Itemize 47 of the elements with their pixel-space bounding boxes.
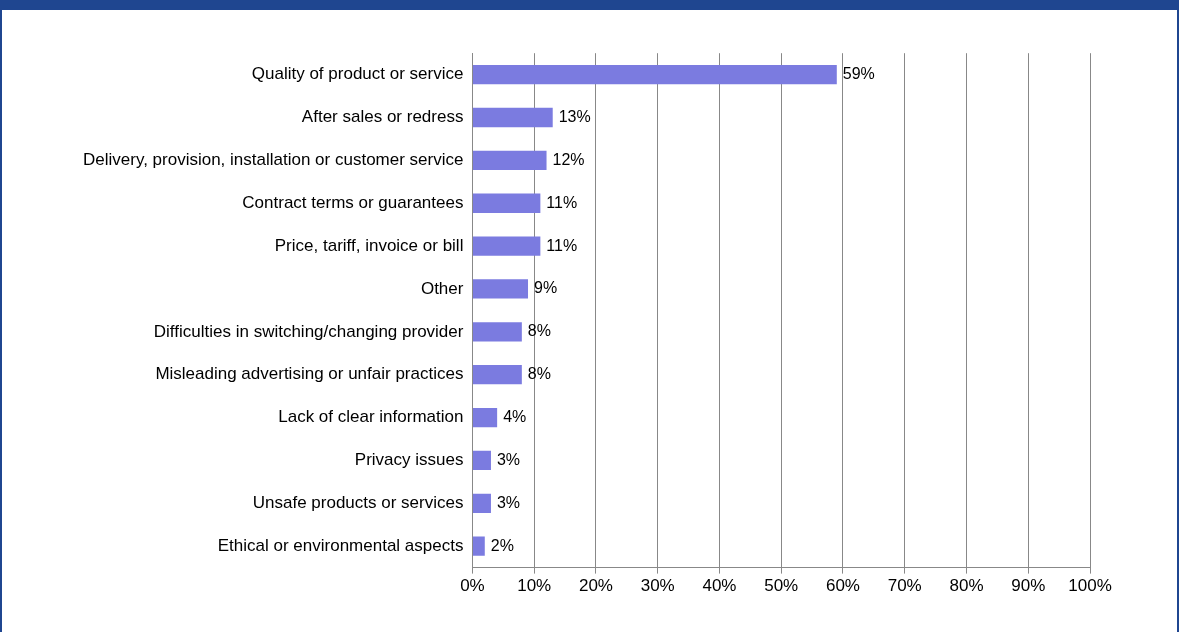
bar <box>472 536 485 556</box>
bar <box>472 322 522 342</box>
y-tick-label: After sales or redress <box>301 107 464 127</box>
data-label: 11% <box>546 236 578 254</box>
bar <box>472 107 553 128</box>
y-tick-label: Lack of clear information <box>278 407 464 427</box>
y-tick-label: Difficulties in switching/changing provider <box>153 321 464 341</box>
x-tick-label: 90% <box>1011 576 1046 596</box>
y-tick-label: Unsafe products or services <box>252 492 464 512</box>
x-tick-label: 30% <box>640 576 675 596</box>
data-label: 8% <box>527 365 551 383</box>
bar <box>472 365 522 385</box>
x-tick-label: 70% <box>887 576 922 596</box>
bar <box>472 64 837 85</box>
y-tick-label: Privacy issues <box>354 450 464 470</box>
y-tick-label: Delivery, provision, installation or customer service <box>83 150 464 170</box>
x-tick-label: 10% <box>517 576 552 596</box>
data-label: 8% <box>527 322 551 340</box>
data-label: 2% <box>490 536 514 554</box>
x-tick-label: 100% <box>1068 576 1112 596</box>
bar <box>472 450 491 471</box>
x-tick-label: 50% <box>764 576 799 596</box>
x-tick-label: 20% <box>578 576 613 596</box>
bar <box>472 236 541 256</box>
data-label: 59% <box>842 65 875 83</box>
x-tick-label: 60% <box>825 576 860 596</box>
y-tick-label: Misleading advertising or unfair practices <box>155 364 464 384</box>
y-tick-label: Contract terms or guarantees <box>242 192 464 212</box>
data-label: 4% <box>503 407 527 425</box>
bar <box>472 407 498 428</box>
x-tick-label: 40% <box>702 576 737 596</box>
x-tick-label: 80% <box>949 576 984 596</box>
x-tick-label: 0% <box>460 576 485 596</box>
y-tick-label: Quality of product or service <box>251 64 464 84</box>
bar <box>472 150 547 171</box>
data-label: 11% <box>546 193 578 211</box>
bar <box>472 193 541 213</box>
y-tick-label: Price, tariff, invoice or bill <box>274 235 464 255</box>
y-tick-label: Ethical or environmental aspects <box>217 535 464 555</box>
bar <box>472 279 529 299</box>
y-tick-label: Other <box>420 278 464 298</box>
bar <box>472 493 491 513</box>
data-label: 3% <box>496 493 521 511</box>
data-label: 3% <box>496 450 521 468</box>
data-label: 12% <box>552 150 585 168</box>
data-label: 9% <box>534 279 558 297</box>
data-label: 13% <box>558 107 591 125</box>
